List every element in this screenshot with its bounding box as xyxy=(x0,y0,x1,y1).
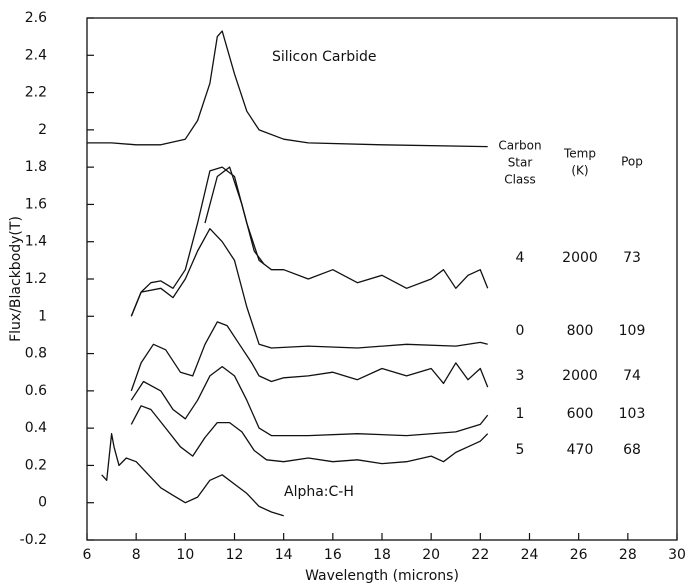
spectrum-line xyxy=(130,228,488,349)
table-cell: 68 xyxy=(623,442,641,458)
y-tick-label: 0.8 xyxy=(25,346,47,362)
y-tick-label: 0 xyxy=(38,495,47,511)
y-tick-label: 1.8 xyxy=(25,159,47,175)
table-cell: 800 xyxy=(567,323,594,339)
x-tick-label: 14 xyxy=(275,547,293,563)
spectrum-line xyxy=(204,166,265,265)
table-header: Pop xyxy=(621,155,643,169)
y-tick-label: -0.2 xyxy=(20,532,47,548)
x-tick-label: 16 xyxy=(324,547,342,563)
x-tick-label: 20 xyxy=(422,547,440,563)
x-tick-label: 24 xyxy=(521,547,539,563)
spectrum-line xyxy=(130,365,489,437)
x-tick-label: 28 xyxy=(619,547,637,563)
table-cell: 0 xyxy=(516,323,525,339)
x-tick-label: 22 xyxy=(471,547,489,563)
y-tick-label: 2.6 xyxy=(25,10,47,26)
y-tick-label: 2 xyxy=(38,122,47,138)
annotation: Silicon Carbide xyxy=(272,49,377,65)
spectrum-line xyxy=(130,321,489,392)
y-tick-label: 2.4 xyxy=(25,47,47,63)
y-tick-label: 1.4 xyxy=(25,234,47,250)
y-tick-label: 0.6 xyxy=(25,383,47,399)
x-tick-label: 18 xyxy=(373,547,391,563)
x-tick-label: 8 xyxy=(132,547,141,563)
x-tick-label: 26 xyxy=(570,547,588,563)
table-header: Temp xyxy=(563,147,596,161)
y-axis-label: Flux/Blackbody(T) xyxy=(8,216,24,342)
y-tick-label: 1.6 xyxy=(25,196,47,212)
plot-frame xyxy=(86,17,678,541)
table-cell: 2000 xyxy=(562,250,598,266)
table-cell: 3 xyxy=(516,368,525,384)
table-cell: 109 xyxy=(619,323,646,339)
table-cell: 2000 xyxy=(562,368,598,384)
table-header: Star xyxy=(508,156,533,170)
table-header: (K) xyxy=(571,164,588,178)
spectrum-line xyxy=(130,166,489,317)
annotation: Alpha:C-H xyxy=(284,484,354,500)
table-cell: 74 xyxy=(623,368,641,384)
x-tick-label: 6 xyxy=(83,547,92,563)
spectrum-line xyxy=(87,30,488,148)
y-tick-label: 1.2 xyxy=(25,271,47,287)
table-header: Class xyxy=(504,173,536,187)
x-axis-label: Wavelength (microns) xyxy=(305,568,459,584)
table-cell: 470 xyxy=(567,442,594,458)
table-cell: 73 xyxy=(623,250,641,266)
table-cell: 5 xyxy=(516,442,525,458)
table-cell: 103 xyxy=(619,406,646,422)
x-tick-label: 12 xyxy=(226,547,244,563)
y-tick-label: 1 xyxy=(38,308,47,324)
spectrum-line xyxy=(101,433,284,517)
spectrum-line xyxy=(130,405,489,465)
x-tick-label: 30 xyxy=(668,547,686,563)
table-header: Carbon xyxy=(498,139,541,153)
y-tick-label: 0.2 xyxy=(25,457,47,473)
table-cell: 1 xyxy=(516,406,525,422)
y-tick-label: 0.4 xyxy=(25,420,47,436)
y-tick-label: 2.2 xyxy=(25,85,47,101)
table-cell: 600 xyxy=(567,406,594,422)
table-cell: 4 xyxy=(516,250,525,266)
x-tick-label: 10 xyxy=(176,547,194,563)
